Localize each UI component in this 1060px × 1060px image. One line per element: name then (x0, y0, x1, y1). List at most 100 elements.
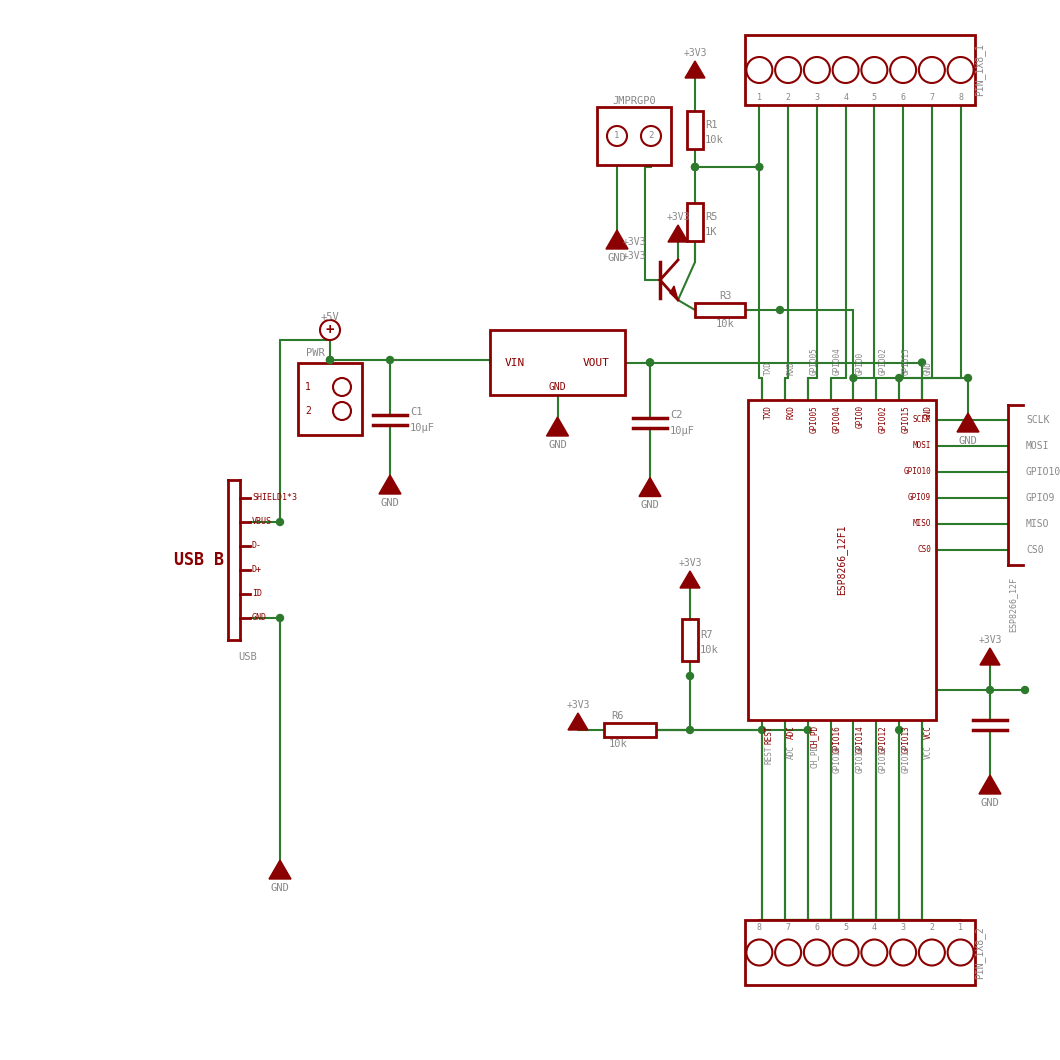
Text: 3: 3 (901, 923, 905, 933)
Bar (687, 111, 703, 149)
Polygon shape (957, 413, 979, 432)
Circle shape (647, 359, 654, 366)
Circle shape (333, 378, 351, 396)
Text: R3: R3 (719, 292, 731, 301)
Text: SCLK: SCLK (1026, 416, 1049, 425)
Text: GPIO9: GPIO9 (1026, 493, 1056, 504)
Text: 1: 1 (615, 131, 620, 141)
Text: 2: 2 (305, 406, 311, 416)
Bar (695, 303, 745, 317)
Text: GPIO15: GPIO15 (901, 405, 911, 432)
Text: GPIO13: GPIO13 (901, 745, 911, 773)
Text: ID: ID (252, 589, 262, 599)
Circle shape (277, 518, 283, 526)
Text: RXD: RXD (787, 361, 796, 375)
Text: VCC: VCC (924, 745, 933, 759)
Text: C1: C1 (410, 407, 423, 417)
Bar (745, 920, 975, 985)
Circle shape (756, 163, 763, 171)
Circle shape (1022, 687, 1028, 693)
Text: GND: GND (924, 405, 933, 419)
Text: +3V3: +3V3 (566, 700, 589, 710)
Circle shape (687, 672, 693, 679)
Text: USB B: USB B (174, 551, 224, 569)
Text: PIN_1X8_2: PIN_1X8_2 (974, 926, 986, 979)
Polygon shape (568, 713, 588, 730)
Text: JMPRGP0: JMPRGP0 (612, 96, 656, 106)
Polygon shape (980, 648, 1000, 665)
Text: VBUS: VBUS (252, 517, 272, 527)
Text: GND: GND (607, 253, 626, 263)
Text: D-: D- (252, 542, 262, 550)
Polygon shape (547, 417, 568, 436)
Text: GPIO12: GPIO12 (879, 745, 887, 773)
Text: ADC: ADC (787, 725, 796, 739)
Text: GPIO13: GPIO13 (901, 725, 911, 753)
Text: ADC: ADC (787, 745, 796, 759)
Bar (604, 723, 656, 737)
Text: 7: 7 (785, 923, 791, 933)
Text: 4: 4 (872, 923, 877, 933)
Circle shape (775, 939, 801, 966)
Text: GPIO10: GPIO10 (1026, 467, 1060, 477)
Text: CS0: CS0 (917, 546, 931, 554)
Text: 10k: 10k (608, 739, 628, 749)
Circle shape (890, 57, 916, 83)
Circle shape (919, 359, 925, 366)
Circle shape (387, 356, 393, 364)
Polygon shape (379, 475, 401, 494)
Circle shape (326, 356, 334, 364)
Circle shape (832, 57, 859, 83)
Text: 2: 2 (930, 923, 934, 933)
Text: R6: R6 (612, 711, 624, 721)
Circle shape (919, 57, 944, 83)
Text: 6: 6 (814, 923, 819, 933)
Bar (687, 204, 703, 241)
Text: 8: 8 (757, 923, 762, 933)
Bar (298, 363, 363, 435)
Text: 10k: 10k (716, 319, 735, 329)
Polygon shape (269, 860, 292, 879)
Text: 2: 2 (649, 131, 654, 141)
Text: GND: GND (924, 361, 933, 375)
Text: SCLK: SCLK (913, 416, 931, 424)
Text: +5V: +5V (320, 312, 339, 322)
Text: GPIO0: GPIO0 (855, 352, 864, 375)
Text: R1: R1 (705, 120, 718, 130)
Text: RXD: RXD (787, 405, 796, 419)
Circle shape (896, 374, 903, 382)
Circle shape (759, 726, 765, 734)
Text: VOUT: VOUT (583, 357, 609, 368)
Text: MISO: MISO (913, 519, 931, 529)
Text: +3V3: +3V3 (678, 558, 702, 568)
Text: GPIO10: GPIO10 (903, 467, 931, 477)
Text: PIN_1X8_1: PIN_1X8_1 (974, 43, 986, 96)
Circle shape (277, 615, 283, 621)
Circle shape (775, 57, 801, 83)
Circle shape (919, 939, 944, 966)
Text: GPIO16: GPIO16 (832, 745, 842, 773)
Text: 10μF: 10μF (670, 425, 695, 436)
Text: +3V3: +3V3 (622, 237, 646, 247)
Circle shape (803, 57, 830, 83)
Text: USB: USB (238, 652, 257, 662)
Text: TXD: TXD (764, 405, 773, 419)
Text: SHIELD1*3: SHIELD1*3 (252, 494, 297, 502)
Text: CH_PD: CH_PD (810, 745, 818, 768)
Text: D+: D+ (252, 565, 262, 575)
Circle shape (777, 306, 783, 314)
Polygon shape (639, 477, 661, 496)
Text: GND: GND (381, 498, 400, 508)
Text: GPIO16: GPIO16 (832, 725, 842, 753)
Circle shape (746, 939, 773, 966)
Text: TXD: TXD (764, 361, 773, 375)
Circle shape (647, 359, 654, 366)
Circle shape (862, 939, 887, 966)
Polygon shape (670, 286, 678, 300)
Text: 7: 7 (930, 92, 934, 102)
Text: GPIO02: GPIO02 (879, 405, 887, 432)
Text: 10k: 10k (705, 135, 724, 145)
Text: VCC: VCC (924, 725, 933, 739)
Bar (748, 400, 936, 720)
Text: GPIO12: GPIO12 (879, 725, 887, 753)
